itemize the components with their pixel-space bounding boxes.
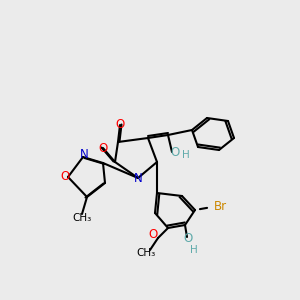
Text: CH₃: CH₃ (72, 213, 92, 223)
Text: N: N (134, 172, 142, 184)
Text: O: O (116, 118, 124, 131)
Text: O: O (148, 229, 158, 242)
Text: Br: Br (213, 200, 226, 214)
Text: O: O (98, 142, 108, 154)
Text: H: H (190, 245, 198, 255)
Text: CH₃: CH₃ (136, 248, 156, 258)
Text: H: H (182, 150, 190, 160)
Text: O: O (183, 232, 193, 244)
Text: N: N (80, 148, 88, 160)
Text: O: O (170, 146, 180, 158)
Text: O: O (60, 170, 70, 184)
